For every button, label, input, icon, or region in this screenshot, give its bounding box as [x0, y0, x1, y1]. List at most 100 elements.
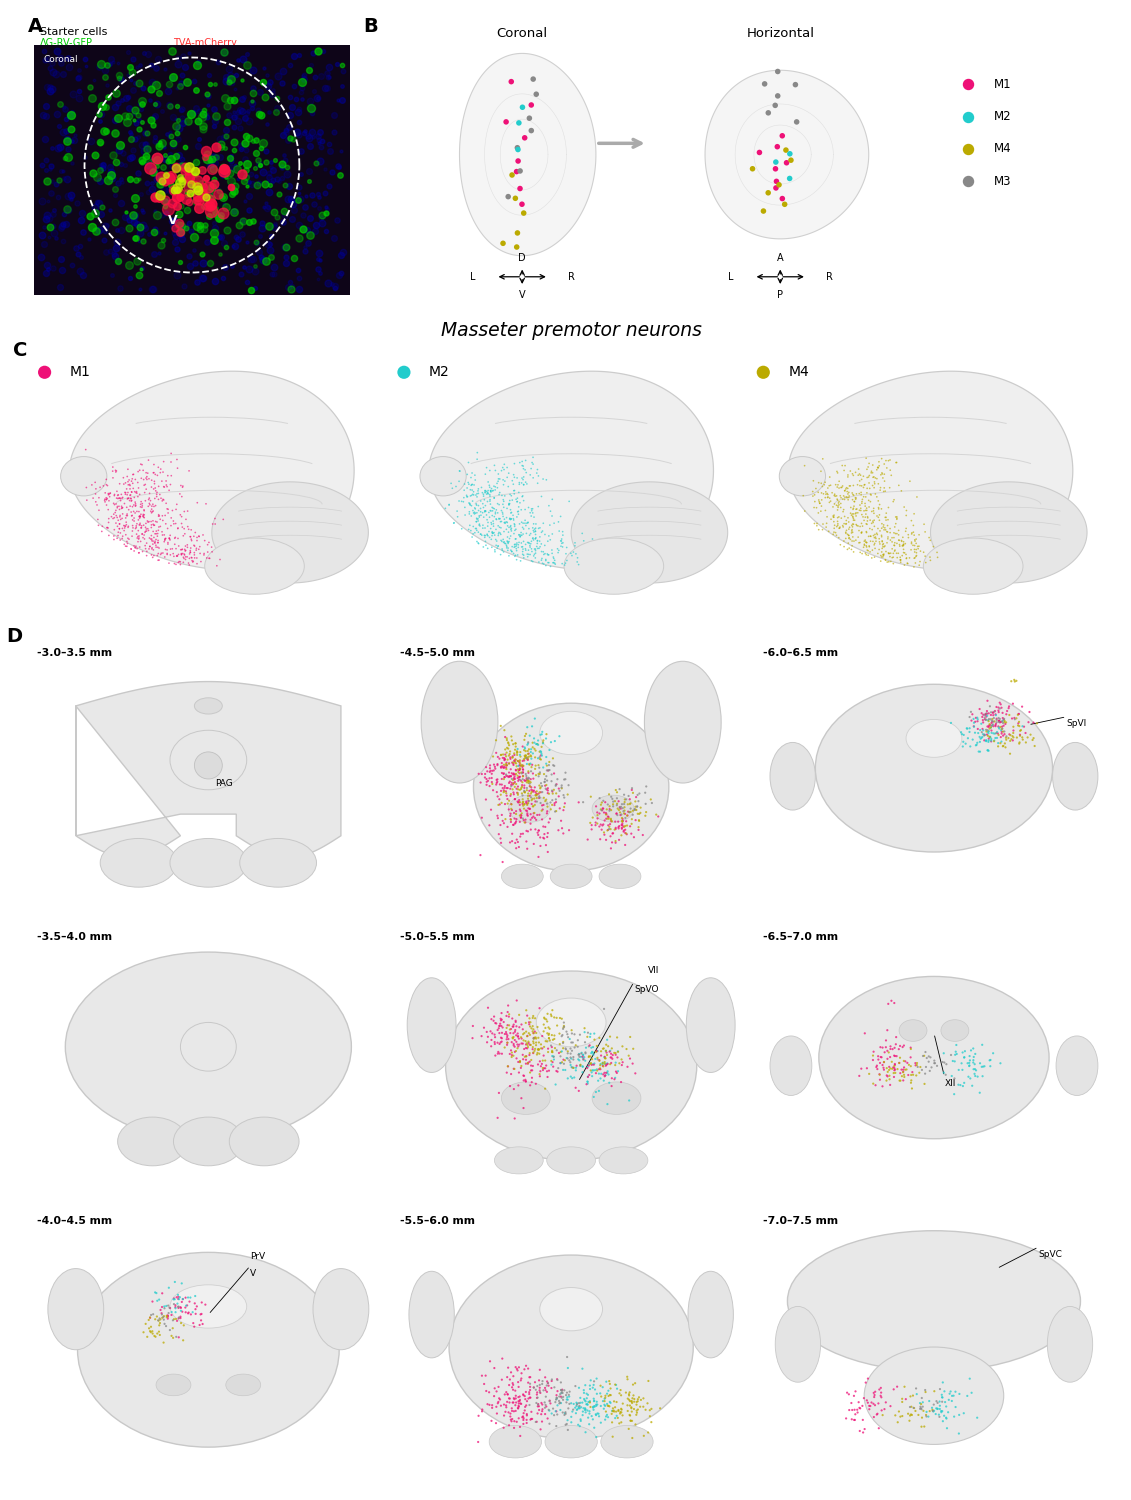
Point: [518, 1408, 536, 1432]
Point: [569, 1413, 587, 1437]
Point: [123, 509, 141, 532]
Point: [465, 472, 483, 496]
Point: [597, 807, 615, 831]
Point: [780, 142, 798, 166]
Point: [490, 1082, 508, 1106]
Point: [489, 470, 507, 494]
Point: [94, 474, 112, 498]
Point: [174, 1329, 192, 1353]
Point: [513, 748, 532, 772]
Point: [503, 772, 521, 796]
Point: [959, 726, 977, 750]
Point: [100, 510, 118, 534]
Point: [538, 1010, 556, 1034]
Point: [888, 506, 906, 530]
Point: [856, 542, 874, 566]
Point: [174, 1314, 192, 1338]
Point: [994, 711, 1012, 735]
Point: [511, 800, 529, 824]
Point: [974, 722, 992, 746]
Point: [853, 503, 871, 526]
Point: [509, 1050, 527, 1074]
Point: [173, 504, 191, 528]
Point: [1010, 702, 1028, 726]
Point: [986, 712, 1004, 736]
Point: [473, 806, 491, 830]
Point: [921, 1400, 939, 1423]
Point: [533, 774, 551, 798]
Point: [538, 768, 556, 792]
Point: [463, 483, 481, 507]
Point: [153, 1302, 171, 1326]
Point: [990, 710, 1008, 734]
Point: [498, 728, 516, 752]
Point: [849, 458, 867, 482]
Point: [507, 758, 525, 782]
Point: [459, 518, 477, 542]
Point: [561, 1036, 579, 1060]
Point: [966, 710, 984, 734]
Point: [888, 546, 906, 570]
Point: [539, 759, 558, 783]
Point: [528, 732, 546, 756]
Point: [869, 516, 887, 540]
Point: [874, 544, 892, 568]
Point: [530, 1358, 549, 1382]
Point: [148, 1305, 166, 1329]
Point: [598, 1382, 616, 1406]
Point: [527, 516, 545, 540]
Point: [857, 446, 875, 470]
Point: [485, 1023, 503, 1047]
Point: [853, 468, 871, 492]
Point: [628, 798, 646, 822]
Point: [606, 1053, 624, 1077]
Point: [854, 1408, 872, 1432]
Point: [877, 509, 895, 532]
Point: [551, 1007, 569, 1031]
Point: [544, 1054, 562, 1078]
Point: [611, 796, 629, 820]
Point: [611, 795, 629, 819]
Point: [824, 506, 843, 530]
Point: [872, 1046, 890, 1070]
Point: [987, 711, 1005, 735]
Point: [100, 483, 118, 507]
Point: [521, 740, 539, 764]
Point: [518, 1024, 536, 1048]
Point: [575, 1042, 593, 1066]
Point: [990, 708, 1008, 732]
Point: [528, 786, 546, 810]
Point: [979, 710, 998, 734]
Point: [499, 525, 517, 549]
Point: [173, 512, 191, 536]
Point: [601, 796, 619, 820]
Point: [137, 1312, 155, 1336]
Point: [585, 1042, 603, 1066]
Point: [596, 1389, 614, 1413]
Point: [598, 804, 616, 828]
Point: [174, 550, 192, 574]
Point: [843, 1398, 861, 1422]
Point: [615, 798, 633, 822]
Point: [594, 1389, 612, 1413]
Point: [534, 552, 552, 576]
Point: [851, 474, 869, 498]
Point: [524, 1036, 542, 1060]
Point: [131, 458, 149, 482]
Ellipse shape: [195, 698, 223, 714]
Point: [532, 1382, 550, 1406]
Point: [936, 1064, 955, 1088]
Point: [519, 1050, 537, 1074]
Point: [977, 708, 995, 732]
Point: [846, 501, 864, 525]
Point: [622, 1395, 640, 1419]
Point: [171, 1286, 189, 1310]
Point: [520, 738, 538, 762]
Point: [943, 1048, 961, 1072]
Point: [486, 459, 504, 483]
Point: [901, 470, 920, 494]
Point: [109, 495, 127, 519]
Point: [641, 788, 659, 812]
Point: [880, 550, 898, 574]
Point: [109, 486, 127, 510]
